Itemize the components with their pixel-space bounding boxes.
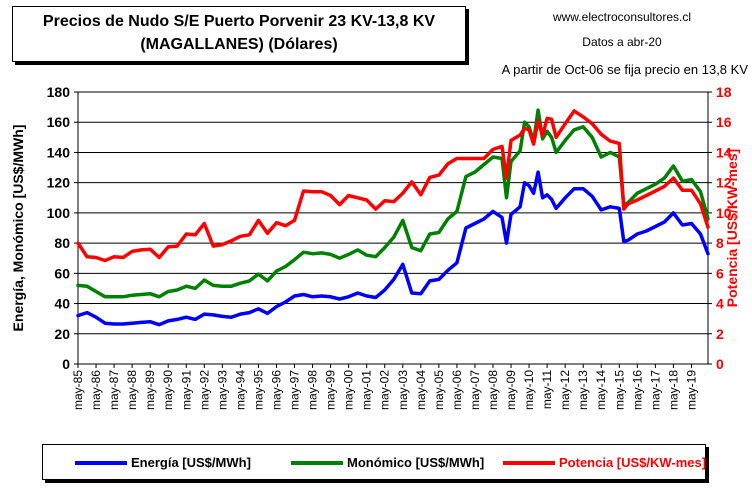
- x-tick-label-may-00: may-00: [342, 370, 356, 410]
- energia-line: [76, 170, 710, 327]
- y-tick-left-label: 120: [47, 175, 71, 191]
- x-tick-label-may-11: may-11: [540, 370, 554, 409]
- x-tick-label-may-98: may-98: [306, 370, 320, 410]
- data-date-label: Datos a abr-20: [582, 35, 662, 49]
- legend-label-potencia: Potencia [US$/KW-mes]: [559, 455, 707, 470]
- x-tick-label-may-02: may-02: [378, 370, 392, 410]
- y-tick-left-label: 20: [54, 326, 70, 342]
- chart-title-line-2: (MAGALLANES) (Dólares): [140, 36, 338, 53]
- x-tick-label-may-17: may-17: [648, 370, 662, 410]
- x-tick-label-may-13: may-13: [576, 370, 590, 410]
- note-label: A partir de Oct-06 se fija precio en 13,…: [501, 62, 748, 77]
- x-tick-label-may-04: may-04: [414, 370, 428, 410]
- y-tick-left-label: 0: [62, 356, 70, 372]
- x-tick-label-may-07: may-07: [468, 370, 482, 410]
- x-tick-label-may-09: may-09: [504, 370, 518, 410]
- legend-item-potencia: Potencia [US$/KW-mes]: [503, 455, 707, 470]
- y-tick-right-label: 4: [716, 296, 724, 312]
- y-tick-right-label: 0: [716, 356, 724, 372]
- x-tick-label-may-92: may-92: [197, 370, 211, 410]
- y-tick-left-label: 40: [54, 296, 70, 312]
- y-tick-left-label: 60: [54, 265, 70, 281]
- x-tick-label-may-05: may-05: [432, 370, 446, 410]
- x-tick-label-may-89: may-89: [143, 370, 157, 410]
- y-axis-left-label: Energía, Monómico [US$/MWh]: [10, 124, 26, 332]
- y-tick-right-label: 6: [716, 265, 724, 281]
- y-tick-right-label: 12: [716, 175, 732, 191]
- x-tick-label-may-93: may-93: [215, 370, 229, 410]
- legend-label-energia: Energía [US$/MWh]: [131, 455, 251, 470]
- x-tick-label-may-12: may-12: [558, 370, 572, 410]
- x-tick-label-may-10: may-10: [522, 370, 536, 410]
- y-tick-left-label: 80: [54, 235, 70, 251]
- x-tick-label-may-18: may-18: [666, 370, 680, 410]
- potencia-line: [76, 109, 710, 263]
- y-tick-left-label: 140: [47, 144, 71, 160]
- legend-swatch-monomico: [291, 460, 343, 465]
- y-tick-right-label: 2: [716, 326, 724, 342]
- y-tick-left-label: 160: [47, 114, 71, 130]
- x-tick-label-may-94: may-94: [233, 370, 247, 410]
- x-tick-label-may-87: may-87: [107, 370, 121, 410]
- legend-swatch-energia: [75, 460, 127, 465]
- x-tick-label-may-99: may-99: [324, 370, 338, 410]
- legend-item-energia: Energía [US$/MWh]: [75, 455, 251, 470]
- monomico-line: [76, 108, 710, 299]
- x-tick-label-may-97: may-97: [288, 370, 302, 410]
- website-label: www.electroconsultores.cl: [552, 10, 692, 24]
- x-tick-label-may-86: may-86: [89, 370, 103, 410]
- x-tick-label-may-85: may-85: [71, 370, 85, 410]
- y-tick-left-label: 100: [47, 205, 71, 221]
- x-tick-label-may-01: may-01: [360, 370, 374, 410]
- y-axis-right-label: Potencia [US$/KW-mes]: [724, 148, 740, 308]
- x-tick-label-may-06: may-06: [450, 370, 464, 410]
- x-tick-label-may-96: may-96: [269, 370, 283, 410]
- x-tick-label-may-91: may-91: [179, 370, 193, 410]
- x-tick-label-may-15: may-15: [612, 370, 626, 410]
- y-tick-left-label: 180: [47, 84, 71, 100]
- y-tick-right-label: 16: [716, 114, 732, 130]
- x-tick-label-may-08: may-08: [486, 370, 500, 410]
- x-tick-label-may-90: may-90: [161, 370, 175, 410]
- x-tick-label-may-14: may-14: [594, 370, 608, 410]
- y-tick-right-label: 10: [716, 205, 732, 221]
- x-tick-label-may-03: may-03: [396, 370, 410, 410]
- plot-area: [78, 92, 708, 364]
- y-tick-right-label: 18: [716, 84, 732, 100]
- legend-swatch-potencia: [503, 460, 555, 465]
- x-tick-label-may-88: may-88: [125, 370, 139, 410]
- title-box: Precios de Nudo S/E Puerto Porvenir 23 K…: [12, 6, 466, 62]
- legend-label-monomico: Monómico [US$/MWh]: [347, 455, 485, 470]
- chart-title-line-1: Precios de Nudo S/E Puerto Porvenir 23 K…: [42, 13, 436, 30]
- y-tick-right-label: 14: [716, 144, 732, 160]
- y-tick-right-label: 8: [716, 235, 724, 251]
- legend: Energía [US$/MWh] Monómico [US$/MWh] Pot…: [42, 444, 706, 480]
- x-tick-label-may-19: may-19: [684, 370, 698, 410]
- legend-item-monomico: Monómico [US$/MWh]: [291, 455, 485, 470]
- x-tick-label-may-16: may-16: [630, 370, 644, 410]
- x-tick-label-may-95: may-95: [251, 370, 265, 410]
